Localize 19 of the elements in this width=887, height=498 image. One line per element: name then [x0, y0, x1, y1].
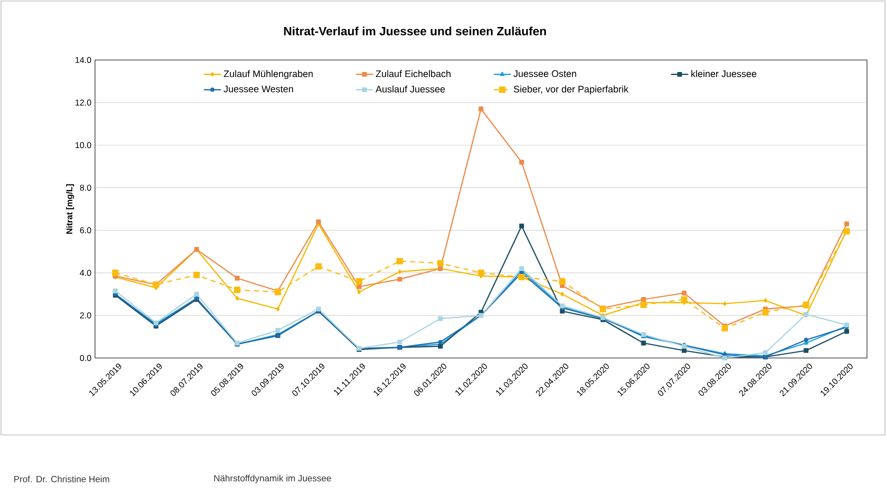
- y-tick-label: 14.0: [76, 56, 92, 63]
- y-tick-label: 8.0: [80, 184, 92, 191]
- chart-title: Nitrat-Verlauf im Juessee und seinen Zuläufen: [284, 26, 546, 36]
- y-tick-label: 6.0: [80, 227, 92, 234]
- legend-label: Juessee Westen: [224, 86, 293, 92]
- y-tick-label: 0.0: [80, 354, 92, 361]
- y-axis-title: Nitrat [mg/L]: [66, 184, 74, 234]
- legend-label: Auslauf Juessee: [376, 86, 445, 93]
- legend-label: Zulauf Eichelbach: [376, 70, 450, 78]
- y-tick-label: 4.0: [80, 270, 92, 276]
- legend-label: Sieber, vor der Papierfabrik: [514, 86, 628, 94]
- legend-label: Juessee Osten: [514, 70, 576, 78]
- legend-label: Zulauf Mühlengraben: [224, 70, 313, 80]
- y-tick-label: 10.0: [76, 142, 92, 148]
- y-tick-label: 12.0: [76, 100, 92, 106]
- text: Nährstoffdynamik im Juessee: [214, 474, 332, 484]
- legend-label: kleiner Juessee: [691, 70, 756, 78]
- y-tick-label: 2.0: [80, 312, 92, 318]
- text: Prof. Dr. Christine Heim: [14, 476, 110, 482]
